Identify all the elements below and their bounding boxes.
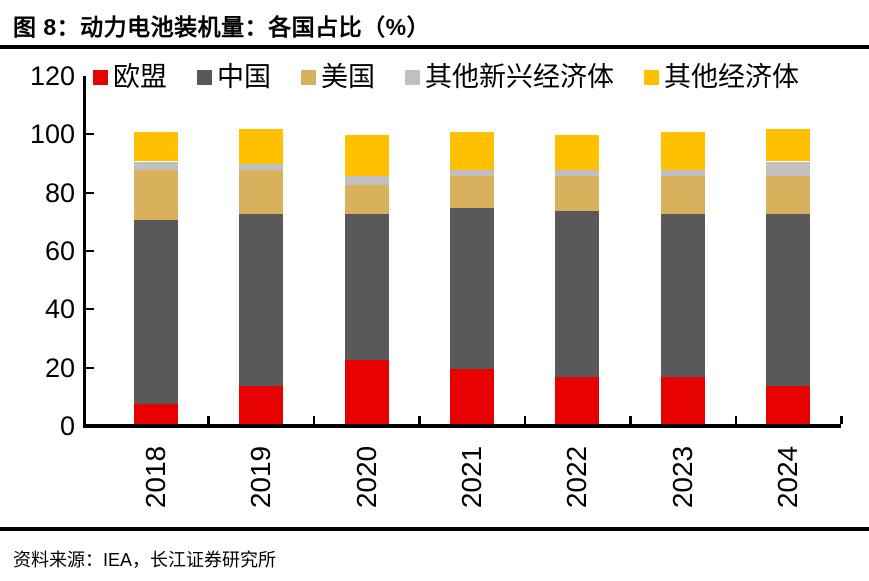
y-axis-tick-mark <box>86 191 94 194</box>
bar-segment-其他经济体 <box>133 132 178 162</box>
legend-label: 美国 <box>321 61 375 92</box>
legend-swatch-icon <box>93 69 108 85</box>
bar-segment-其他新兴经济体 <box>344 176 389 185</box>
y-axis-line <box>83 76 86 428</box>
bar-segment-欧盟 <box>450 368 494 424</box>
x-axis-tick-label: 2022 <box>561 445 593 509</box>
y-axis-tick-mark <box>86 366 94 369</box>
bar-segment-中国 <box>660 214 705 378</box>
legend-swatch-icon <box>197 69 212 85</box>
bar-segment-欧盟 <box>239 386 284 424</box>
bar-segment-欧盟 <box>344 359 389 424</box>
legend-item: 欧盟 <box>93 61 167 92</box>
bar-segment-其他新兴经济体 <box>133 161 178 171</box>
bar-segment-美国 <box>660 176 705 214</box>
x-axis-line <box>83 424 841 428</box>
legend-label: 中国 <box>217 61 271 92</box>
bar-segment-其他新兴经济体 <box>660 170 705 177</box>
figure-title: 图 8：动力电池装机量：各国占比（%） <box>13 14 431 40</box>
y-axis-tick-mark <box>86 308 94 311</box>
bar-segment-其他新兴经济体 <box>239 164 284 171</box>
bar-segment-美国 <box>450 176 494 209</box>
bar-segment-其他经济体 <box>766 129 811 162</box>
y-axis-tick-mark <box>86 133 94 136</box>
y-axis-tick-mark <box>86 250 94 252</box>
legend-swatch-icon <box>405 69 420 85</box>
x-axis-tick-label: 2020 <box>350 445 382 509</box>
bar-segment-其他经济体 <box>555 135 600 171</box>
bar-segment-其他经济体 <box>450 132 494 171</box>
bar-segment-欧盟 <box>766 386 811 424</box>
legend-swatch-icon <box>301 69 316 85</box>
legend-label: 其他新兴经济体 <box>425 61 614 92</box>
bar-segment-美国 <box>133 170 178 220</box>
y-axis-tick-label: 120 <box>29 61 75 91</box>
bar-segment-欧盟 <box>555 377 600 424</box>
bar-segment-美国 <box>344 184 389 214</box>
chart-legend: 欧盟 中国 美国 其他新兴经济体 其他经济体 <box>93 62 799 92</box>
bar-segment-中国 <box>450 208 494 369</box>
bar-segment-其他新兴经济体 <box>766 161 811 177</box>
y-axis-tick-label: 100 <box>29 119 75 150</box>
bar-segment-美国 <box>766 176 811 214</box>
y-axis-tick-label: 20 <box>44 352 75 383</box>
legend-item: 其他新兴经济体 <box>405 61 614 92</box>
x-axis-tick-mark <box>629 416 632 424</box>
x-axis-tick-mark <box>523 416 527 424</box>
bar-segment-欧盟 <box>133 403 178 424</box>
legend-item: 其他经济体 <box>644 61 799 92</box>
bar-segment-欧盟 <box>660 377 705 424</box>
y-axis-tick-label: 40 <box>44 294 75 325</box>
x-axis-tick-mark <box>207 416 210 424</box>
x-axis-tick-label: 2021 <box>456 445 487 509</box>
bar-segment-中国 <box>133 219 178 404</box>
y-axis-tick-label: 0 <box>59 411 75 441</box>
bar-segment-其他经济体 <box>239 129 284 165</box>
bar-segment-中国 <box>239 214 284 387</box>
bar-segment-其他新兴经济体 <box>555 170 600 177</box>
legend-label: 其他经济体 <box>664 61 799 92</box>
bar-segment-美国 <box>239 170 284 214</box>
footer-divider-line <box>0 527 869 531</box>
y-axis-tick-label: 80 <box>44 177 75 208</box>
x-axis-tick-mark <box>418 416 421 424</box>
legend-swatch-icon <box>644 69 659 85</box>
legend-item: 中国 <box>197 61 271 92</box>
x-axis-tick-label: 2023 <box>666 445 698 509</box>
bar-segment-中国 <box>555 211 600 378</box>
bar-segment-美国 <box>555 176 600 212</box>
y-axis-tick-label: 60 <box>44 236 75 266</box>
x-axis-tick-label: 2019 <box>245 445 277 509</box>
source-note: 资料来源：IEA，长江证券研究所 <box>13 550 277 570</box>
x-axis-tick-label: 2024 <box>772 445 804 509</box>
x-axis-tick-mark <box>312 416 316 424</box>
x-axis-tick-mark <box>840 416 843 424</box>
bar-segment-其他新兴经济体 <box>450 170 494 177</box>
bar-segment-中国 <box>344 214 389 360</box>
x-axis-tick-mark <box>734 416 738 424</box>
title-divider-line <box>0 45 869 49</box>
legend-label: 欧盟 <box>113 61 167 92</box>
x-axis-tick-label: 2018 <box>139 445 171 509</box>
bar-segment-其他经济体 <box>660 132 705 171</box>
bar-segment-中国 <box>766 214 811 387</box>
legend-item: 美国 <box>301 61 375 92</box>
bar-segment-其他经济体 <box>344 135 389 177</box>
